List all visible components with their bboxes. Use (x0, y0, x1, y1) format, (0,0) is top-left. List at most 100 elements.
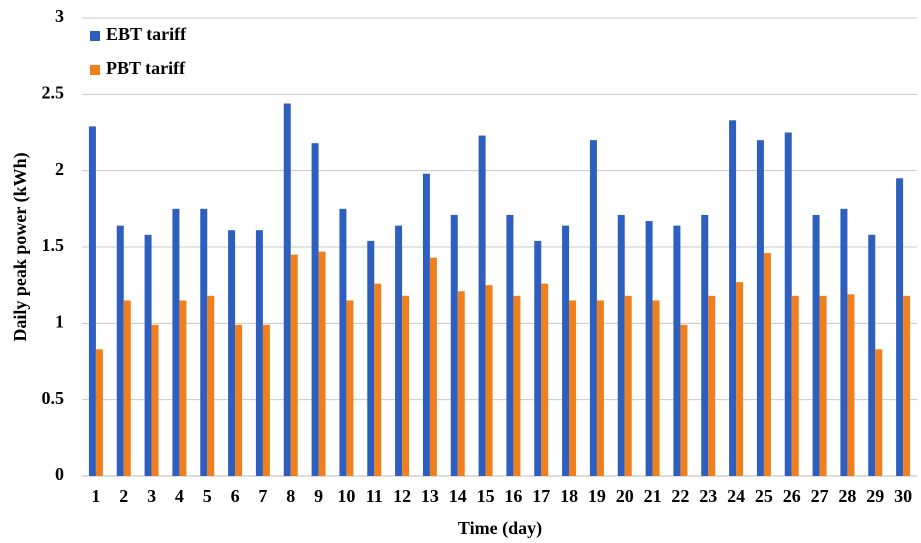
y-tick-label: 1.5 (42, 235, 65, 255)
x-tick-label: 1 (91, 486, 100, 506)
y-tick-label: 1 (55, 311, 64, 331)
bar (624, 295, 632, 476)
x-tick-label: 28 (838, 486, 856, 506)
bar (645, 221, 653, 476)
x-tick-label: 20 (616, 486, 634, 506)
x-tick-label: 16 (504, 486, 522, 506)
bar (673, 225, 681, 476)
legend-label: PBT tariff (106, 58, 186, 78)
x-tick-label: 6 (231, 486, 240, 506)
x-tick-label: 25 (755, 486, 773, 506)
bar (847, 294, 855, 476)
bar (457, 291, 465, 476)
x-tick-label: 26 (783, 486, 801, 506)
bar (367, 240, 375, 476)
bar (784, 132, 792, 476)
bar (680, 324, 688, 476)
bar (652, 300, 660, 476)
x-tick-label: 18 (560, 486, 578, 506)
bar (228, 230, 236, 476)
x-tick-label: 19 (588, 486, 606, 506)
bar (701, 214, 709, 476)
legend-swatch (90, 31, 100, 41)
x-tick-label: 21 (644, 486, 662, 506)
bar (179, 300, 187, 476)
bar (402, 295, 410, 476)
bar (318, 251, 326, 476)
bar (729, 120, 737, 476)
bar (791, 295, 799, 476)
x-tick-label: 10 (337, 486, 355, 506)
bar (311, 143, 319, 477)
bar (840, 208, 848, 477)
x-tick-label: 24 (727, 486, 745, 506)
bar (756, 140, 764, 476)
x-tick-label: 12 (393, 486, 411, 506)
x-tick-label: 17 (532, 486, 550, 506)
y-tick-label: 0 (55, 464, 64, 484)
bar (896, 178, 904, 477)
x-axis-title: Time (day) (458, 518, 542, 539)
bar (116, 225, 124, 476)
bar (506, 214, 514, 476)
bar (429, 257, 437, 476)
bar (255, 230, 263, 476)
x-tick-label: 27 (811, 486, 829, 506)
bar (450, 214, 458, 476)
bar (541, 283, 549, 476)
bar (562, 225, 570, 476)
x-tick-label: 13 (421, 486, 439, 506)
bar (534, 240, 542, 476)
bar (736, 282, 744, 476)
bar (708, 295, 716, 476)
bar (374, 283, 382, 476)
x-tick-label: 22 (671, 486, 689, 506)
x-tick-label: 3 (147, 486, 156, 506)
bar (875, 349, 883, 476)
bar (123, 300, 131, 476)
x-tick-label: 30 (894, 486, 912, 506)
bar (478, 135, 486, 476)
bar (395, 225, 403, 476)
bar (88, 126, 96, 476)
bar (763, 253, 771, 476)
bar (235, 324, 243, 476)
bar (95, 349, 103, 476)
legend-swatch (90, 65, 100, 75)
y-tick-label: 2.5 (42, 82, 65, 102)
legend-label: EBT tariff (106, 24, 187, 44)
x-tick-label: 5 (203, 486, 212, 506)
x-tick-label: 7 (258, 486, 267, 506)
y-tick-label: 2 (55, 159, 64, 179)
bar (262, 324, 270, 476)
bar (200, 208, 208, 477)
bar (172, 208, 180, 477)
bar (819, 295, 827, 476)
bar (589, 140, 597, 476)
bar (207, 295, 215, 476)
bar (596, 300, 604, 476)
bar (903, 295, 911, 476)
bar (485, 285, 493, 476)
bar (339, 208, 347, 477)
bar (290, 254, 298, 476)
bar (569, 300, 577, 476)
bar (812, 214, 820, 476)
bar (422, 173, 430, 476)
bar (144, 234, 152, 476)
x-tick-label: 15 (477, 486, 495, 506)
bar (868, 234, 876, 476)
bar (283, 103, 291, 476)
y-tick-label: 3 (55, 6, 64, 26)
bar (617, 214, 625, 476)
x-tick-label: 2 (119, 486, 128, 506)
y-tick-label: 0.5 (42, 388, 65, 408)
x-tick-label: 11 (366, 486, 383, 506)
bar (513, 295, 521, 476)
x-tick-label: 14 (449, 486, 467, 506)
bar (346, 300, 354, 476)
bar (151, 324, 159, 476)
y-axis-title: Daily peak power (kWh) (10, 152, 31, 341)
x-tick-label: 8 (286, 486, 295, 506)
